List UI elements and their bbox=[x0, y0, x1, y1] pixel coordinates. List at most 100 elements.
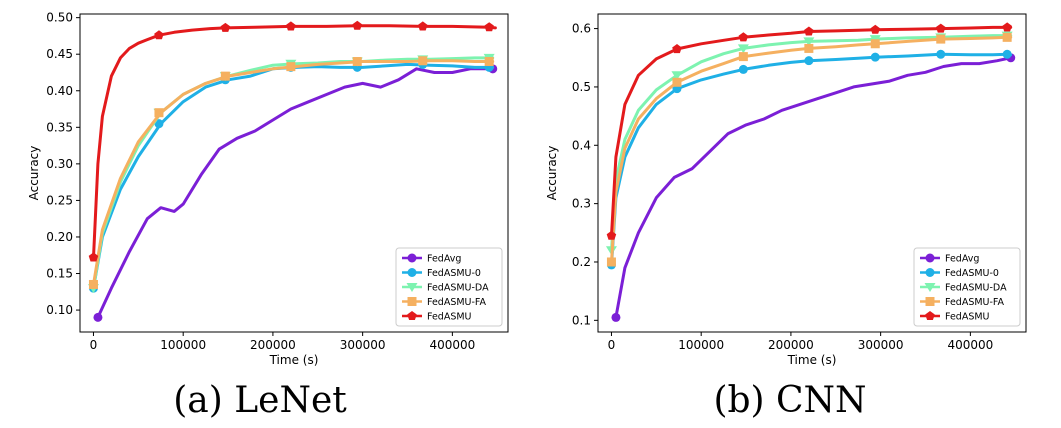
data-point bbox=[220, 22, 231, 32]
data-point bbox=[606, 230, 617, 240]
y-tick-label: 0.25 bbox=[46, 193, 73, 207]
chart-lenet: 0.10 0.15 0.20 0.25 0.30 0.35 0.40 0.45 0.50 0 100… bbox=[27, 11, 509, 367]
legend-swatch-marker bbox=[925, 311, 935, 320]
series-line bbox=[92, 24, 497, 259]
legend-label: FedASMU-0 bbox=[427, 268, 481, 279]
series-line bbox=[614, 56, 1013, 319]
series-line bbox=[96, 67, 495, 319]
data-point bbox=[352, 57, 362, 67]
legend-swatch-marker bbox=[925, 268, 935, 277]
x-axis-label: Time (s) bbox=[269, 353, 319, 367]
x-tick-label: 100000 bbox=[678, 338, 724, 352]
data-point bbox=[286, 62, 296, 72]
legend-label: FedAvg bbox=[945, 254, 979, 265]
y-tick-label: 0.30 bbox=[46, 157, 73, 171]
legend-swatch-marker bbox=[925, 253, 935, 263]
legend-label: FedASMU bbox=[945, 312, 990, 323]
data-point bbox=[154, 108, 164, 118]
legend-swatch-marker bbox=[924, 283, 936, 292]
y-tick-label: 0.15 bbox=[46, 267, 73, 281]
x-tick-label: 300000 bbox=[340, 338, 386, 352]
y-tick-label: 0.6 bbox=[572, 22, 591, 36]
legend-label: FedASMU-0 bbox=[945, 268, 999, 279]
x-tick-label: 200000 bbox=[768, 338, 814, 352]
series-fedasmu-fa bbox=[606, 32, 1013, 267]
series-line bbox=[610, 52, 1013, 267]
data-point bbox=[88, 252, 99, 262]
series-fedasmu bbox=[88, 20, 497, 262]
data-point bbox=[672, 44, 682, 54]
data-point bbox=[870, 24, 880, 34]
legend: FedAvg FedASMU-0 FedASMU-DA FedASMU-FA FedAS… bbox=[395, 247, 503, 327]
data-point bbox=[418, 56, 428, 66]
x-axis-label: Time (s) bbox=[787, 353, 837, 367]
legend-swatch-marker bbox=[407, 253, 417, 263]
y-tick-label: 0.35 bbox=[46, 120, 73, 134]
y-tick-label: 0.50 bbox=[46, 11, 73, 25]
data-point bbox=[606, 257, 616, 267]
legend-label: FedASMU-FA bbox=[945, 297, 1005, 308]
plot-frame bbox=[79, 13, 509, 333]
plot-frame bbox=[597, 13, 1027, 333]
legend-swatch-marker bbox=[407, 297, 417, 306]
series-fedasmu-fa bbox=[88, 56, 495, 289]
data-point bbox=[154, 30, 164, 40]
legend-label: FedASMU-DA bbox=[427, 283, 489, 294]
data-point bbox=[352, 20, 362, 30]
data-point bbox=[870, 52, 880, 62]
data-point bbox=[418, 21, 428, 31]
series-fedasmu-0 bbox=[606, 49, 1013, 270]
data-point bbox=[672, 77, 682, 87]
data-point bbox=[1002, 49, 1012, 59]
data-point bbox=[804, 56, 814, 66]
chart-cnn: 0.1 0.2 0.3 0.4 0.5 0.6 0 100000 200000 300000 400… bbox=[545, 13, 1027, 367]
legend-box bbox=[395, 247, 503, 327]
y-tick-label: 0.4 bbox=[572, 138, 591, 152]
y-tick-label: 0.2 bbox=[572, 255, 591, 269]
data-point bbox=[738, 52, 748, 62]
caption-cnn: (b) CNN bbox=[713, 380, 867, 421]
legend-label: FedASMU-DA bbox=[945, 283, 1007, 294]
x-tick-label: 300000 bbox=[858, 338, 904, 352]
y-tick-label: 0.3 bbox=[572, 197, 591, 211]
data-point bbox=[936, 34, 946, 44]
data-point bbox=[737, 44, 749, 54]
y-tick-label: 0.1 bbox=[572, 313, 591, 327]
series-fedasmu bbox=[606, 22, 1013, 240]
y-axis-label: Accuracy bbox=[27, 146, 41, 201]
data-point bbox=[804, 43, 814, 53]
data-point bbox=[484, 22, 494, 32]
data-point bbox=[738, 32, 749, 42]
x-tick-label: 200000 bbox=[250, 338, 296, 352]
data-point bbox=[803, 37, 815, 47]
data-point bbox=[870, 39, 880, 49]
caption-lenet: (a) LeNet bbox=[173, 380, 347, 421]
y-tick-label: 0.10 bbox=[46, 303, 73, 317]
data-point bbox=[936, 49, 946, 59]
legend: FedAvg FedASMU-0 FedASMU-DA FedASMU-FA FedAS… bbox=[913, 247, 1021, 327]
data-point bbox=[220, 71, 230, 81]
data-point bbox=[804, 26, 814, 36]
y-tick-label: 0.40 bbox=[46, 84, 73, 98]
data-point bbox=[611, 312, 621, 322]
legend-label: FedASMU bbox=[427, 312, 472, 323]
y-tick-label: 0.45 bbox=[46, 47, 73, 61]
series-fedavg bbox=[611, 53, 1016, 322]
legend-swatch-marker bbox=[407, 311, 417, 320]
series-line bbox=[610, 25, 1013, 238]
data-point bbox=[1002, 22, 1012, 32]
legend-swatch-marker bbox=[925, 297, 935, 306]
x-tick-label: 400000 bbox=[429, 338, 475, 352]
series-line bbox=[610, 35, 1013, 264]
data-point bbox=[93, 312, 103, 322]
y-axis-label: Accuracy bbox=[545, 146, 559, 201]
data-point bbox=[1002, 32, 1012, 42]
data-point bbox=[286, 21, 296, 31]
legend-label: FedAvg bbox=[427, 254, 461, 265]
legend-label: FedASMU-FA bbox=[427, 297, 487, 308]
legend-swatch-marker bbox=[406, 283, 418, 292]
data-point bbox=[88, 279, 98, 289]
data-point bbox=[738, 64, 748, 74]
y-tick-label: 0.20 bbox=[46, 230, 73, 244]
